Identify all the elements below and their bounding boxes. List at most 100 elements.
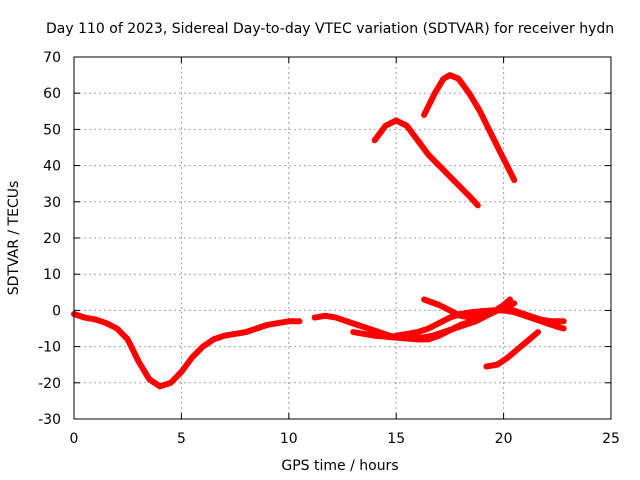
grid bbox=[74, 57, 611, 419]
data-point bbox=[322, 313, 328, 319]
data-point bbox=[483, 364, 489, 370]
data-point bbox=[157, 383, 163, 389]
data-point bbox=[477, 108, 483, 114]
y-axis-label: SDTVAR / TECUs bbox=[6, 181, 22, 296]
data-point bbox=[447, 72, 453, 78]
data-point bbox=[533, 316, 539, 322]
data-point bbox=[458, 322, 464, 328]
data-point bbox=[511, 300, 517, 306]
data-point bbox=[501, 307, 507, 313]
data-point bbox=[350, 329, 356, 335]
data-point bbox=[297, 318, 303, 324]
data-point bbox=[82, 315, 88, 321]
data-point bbox=[372, 137, 378, 143]
data-point bbox=[447, 173, 453, 179]
data-point bbox=[211, 336, 217, 342]
series-group bbox=[71, 72, 567, 390]
data-point bbox=[92, 316, 98, 322]
data-point bbox=[468, 195, 474, 201]
data-point bbox=[415, 336, 421, 342]
data-point bbox=[421, 297, 427, 303]
data-point bbox=[178, 369, 184, 375]
chart-title: Day 110 of 2023, Sidereal Day-to-day VTE… bbox=[46, 21, 614, 37]
data-point bbox=[200, 344, 206, 350]
data-point bbox=[404, 123, 410, 129]
ticks: 0 5 10 15 20 25 -30 -20 -10 0 10 20 30 40 50 60 70 bbox=[38, 50, 620, 447]
data-point bbox=[494, 362, 500, 368]
data-point bbox=[468, 309, 474, 315]
data-point bbox=[544, 320, 550, 326]
data-point bbox=[479, 315, 485, 321]
data-point bbox=[522, 313, 528, 319]
x-tick-label: 0 bbox=[70, 431, 79, 447]
data-point bbox=[436, 302, 442, 308]
data-point bbox=[436, 163, 442, 169]
data-point bbox=[168, 380, 174, 386]
data-point bbox=[554, 324, 560, 330]
data-point bbox=[488, 130, 494, 136]
series-arc-3 bbox=[371, 117, 481, 209]
x-tick-label: 20 bbox=[495, 431, 513, 447]
data-point bbox=[372, 333, 378, 339]
data-point bbox=[440, 76, 446, 82]
data-point bbox=[286, 318, 292, 324]
data-point bbox=[511, 177, 517, 183]
data-point bbox=[103, 320, 109, 326]
data-point bbox=[393, 117, 399, 123]
data-point bbox=[526, 336, 532, 342]
x-tick-label: 25 bbox=[602, 431, 620, 447]
data-point bbox=[355, 322, 361, 328]
data-point bbox=[404, 331, 410, 337]
y-tick-label: -20 bbox=[38, 376, 61, 392]
data-point bbox=[516, 345, 522, 351]
data-point bbox=[254, 326, 260, 331]
data-point bbox=[312, 315, 318, 321]
y-tick-label: 0 bbox=[52, 303, 61, 319]
y-tick-label: 10 bbox=[43, 267, 61, 283]
data-point bbox=[415, 137, 421, 143]
data-point bbox=[432, 90, 438, 96]
data-point bbox=[447, 327, 453, 333]
y-tick-label: -10 bbox=[38, 340, 61, 356]
data-point bbox=[344, 318, 350, 324]
data-point bbox=[458, 311, 464, 317]
data-point bbox=[535, 329, 541, 335]
data-point bbox=[382, 123, 388, 129]
data-point bbox=[511, 309, 517, 315]
data-point bbox=[458, 184, 464, 190]
data-point bbox=[479, 308, 485, 314]
y-tick-label: 30 bbox=[43, 195, 61, 211]
data-point bbox=[365, 326, 371, 331]
data-point bbox=[415, 329, 421, 335]
data-point bbox=[501, 302, 507, 308]
y-tick-label: 50 bbox=[43, 122, 61, 138]
y-tick-label: -30 bbox=[38, 412, 61, 428]
data-point bbox=[264, 322, 270, 328]
data-point bbox=[436, 320, 442, 326]
data-point bbox=[421, 112, 427, 118]
data-point bbox=[135, 358, 141, 364]
data-point bbox=[425, 326, 431, 331]
y-tick-label: 60 bbox=[43, 86, 61, 102]
data-point bbox=[468, 318, 474, 324]
data-point bbox=[425, 152, 431, 158]
data-point bbox=[125, 336, 131, 342]
y-tick-label: 40 bbox=[43, 159, 61, 175]
data-point bbox=[466, 90, 472, 96]
data-point bbox=[507, 297, 513, 303]
x-tick-label: 15 bbox=[387, 431, 405, 447]
data-point bbox=[561, 326, 567, 331]
data-point bbox=[232, 331, 238, 337]
x-axis-label: GPS time / hours bbox=[281, 458, 398, 474]
data-point bbox=[475, 202, 481, 208]
data-point bbox=[114, 326, 120, 331]
x-tick-label: 5 bbox=[177, 431, 186, 447]
data-point bbox=[490, 307, 496, 313]
data-point bbox=[498, 152, 504, 158]
data-point bbox=[505, 354, 511, 360]
data-point bbox=[561, 318, 567, 324]
data-point bbox=[447, 307, 453, 313]
data-point bbox=[333, 315, 339, 321]
series-arc-1 bbox=[71, 311, 303, 390]
